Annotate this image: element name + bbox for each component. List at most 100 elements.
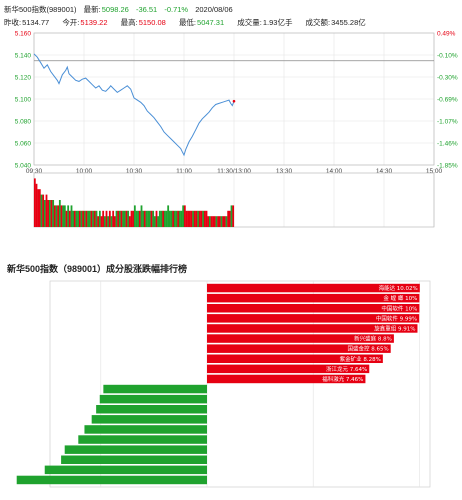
volume-bar xyxy=(83,210,86,227)
volume-bar xyxy=(193,210,196,227)
ranking-bar-label: 辽宁成大 -6.7% xyxy=(208,446,248,454)
high-value: 5150.08 xyxy=(138,18,166,27)
low-label: 最低: xyxy=(178,18,197,27)
volume-bar xyxy=(97,216,100,227)
volume-bar xyxy=(132,210,135,227)
volume-bar xyxy=(138,210,141,227)
ranking-bar-label: 福科激光 7.46% xyxy=(322,375,363,383)
volume-bar xyxy=(200,210,203,227)
volume-bar xyxy=(122,210,125,227)
volume-bar xyxy=(222,216,225,227)
volume-bar xyxy=(153,216,156,227)
volume-bar xyxy=(123,210,126,227)
y-tick-label-left: 5.100 xyxy=(15,96,32,103)
ranking-bar xyxy=(207,334,394,343)
ranking-bar xyxy=(207,364,370,374)
volume-bar xyxy=(85,210,88,227)
volume-bar xyxy=(68,210,71,227)
ranking-bar xyxy=(207,374,366,384)
volume-bar xyxy=(202,210,205,227)
volume-bar xyxy=(135,210,138,227)
volume-bar xyxy=(42,194,45,227)
volume-bar xyxy=(177,210,180,227)
volume-bar xyxy=(33,178,36,227)
low-value: 5047.31 xyxy=(197,18,225,27)
volume-bar xyxy=(95,210,98,227)
ranking-bar-label: 康泰生物 -8.96% xyxy=(208,476,251,484)
volume-bar xyxy=(188,210,191,227)
volume-bar xyxy=(63,205,66,227)
ranking-bar xyxy=(96,405,207,414)
volume-bar xyxy=(198,210,201,227)
volume-bar xyxy=(218,216,221,227)
volume-bar xyxy=(140,205,143,227)
ranking-bar-label: 智飞生物 -7.64% xyxy=(208,466,251,474)
volume-bar xyxy=(78,210,81,227)
volume-bar xyxy=(228,210,231,227)
plot-frame xyxy=(33,32,435,166)
volume-bar xyxy=(162,210,165,227)
volume-bar xyxy=(35,183,38,227)
volume-bar xyxy=(217,216,220,227)
volume-bar xyxy=(50,200,53,227)
ranking-bar xyxy=(91,415,207,424)
volume-bar xyxy=(232,205,235,227)
volume-bar xyxy=(115,210,118,227)
volume-bar xyxy=(72,210,75,227)
volume-bar xyxy=(40,194,43,227)
volume-bar xyxy=(208,216,211,227)
volume-bar xyxy=(190,210,193,227)
volume-bar xyxy=(197,210,200,227)
volume-bar xyxy=(100,216,103,227)
volume-bar xyxy=(55,205,58,227)
volume-bar xyxy=(187,210,190,227)
y-tick-label-left: 5.140 xyxy=(15,52,32,59)
volume-bar xyxy=(75,210,78,227)
turnover-value: 3455.28亿 xyxy=(331,18,366,27)
volume-bar xyxy=(125,210,128,227)
x-tick-label: 15:00 xyxy=(426,168,443,175)
ranking-bar xyxy=(207,283,420,293)
change-pct-value: -0.71% xyxy=(164,5,189,14)
ranking-bar-chart: 海能达 10.02% 金 螳 螂 10% 中国软件 10% 中国软件 9.99% 旋鑫重… xyxy=(16,280,431,488)
volume-bar xyxy=(212,216,215,227)
volume-bar xyxy=(98,210,101,227)
volume-bar xyxy=(105,210,108,227)
volume-bar xyxy=(137,210,140,227)
ranking-bar-label: 浙江龙元 7.64% xyxy=(326,365,367,373)
last-price-dot xyxy=(232,99,236,103)
volume-bar xyxy=(117,210,120,227)
bar-chart-title: 新华500指数（989001）成分股涨跌幅排行榜 xyxy=(7,264,188,274)
ranking-bar xyxy=(99,394,207,404)
volume-bar xyxy=(205,210,208,227)
volume-bar xyxy=(143,210,146,227)
volume-bar xyxy=(110,216,113,227)
volume-bar xyxy=(168,210,171,227)
volume-bar xyxy=(37,189,40,227)
x-tick-label: 11:00 xyxy=(176,168,192,175)
ranking-bar xyxy=(207,324,418,333)
y-tick-label-left: 5.160 xyxy=(15,30,32,37)
ranking-bar-label: 国盛金控 8.65% xyxy=(347,345,388,353)
x-tick-label: 09:30 xyxy=(26,168,43,175)
volume-bar xyxy=(38,189,41,227)
y-tick-label-right: 0.49% xyxy=(437,30,456,37)
volume-bar xyxy=(47,200,50,227)
volume-bar xyxy=(53,205,56,227)
ranking-bar-label: 深圳机场 -4.88% xyxy=(208,385,251,393)
volume-bar xyxy=(70,205,73,227)
ranking-bar-label: 沃森生物 -6.87% xyxy=(208,456,251,464)
volume-bar xyxy=(67,205,70,227)
ranking-bar xyxy=(207,314,420,323)
y-tick-label-right: -0.10% xyxy=(437,52,458,59)
volume-bar xyxy=(90,210,93,227)
volume-bar xyxy=(195,210,198,227)
open-value: 5139.22 xyxy=(80,18,108,27)
ranking-bar-label: 华大基因 -5.77% xyxy=(208,425,251,433)
ranking-bar-label: 新兴盛庭 8.8% xyxy=(354,335,392,343)
volume-bar xyxy=(58,200,61,227)
ranking-bar xyxy=(78,435,207,444)
volume-bar xyxy=(142,210,145,227)
volume-bar xyxy=(103,216,106,227)
volume-bar xyxy=(192,210,195,227)
